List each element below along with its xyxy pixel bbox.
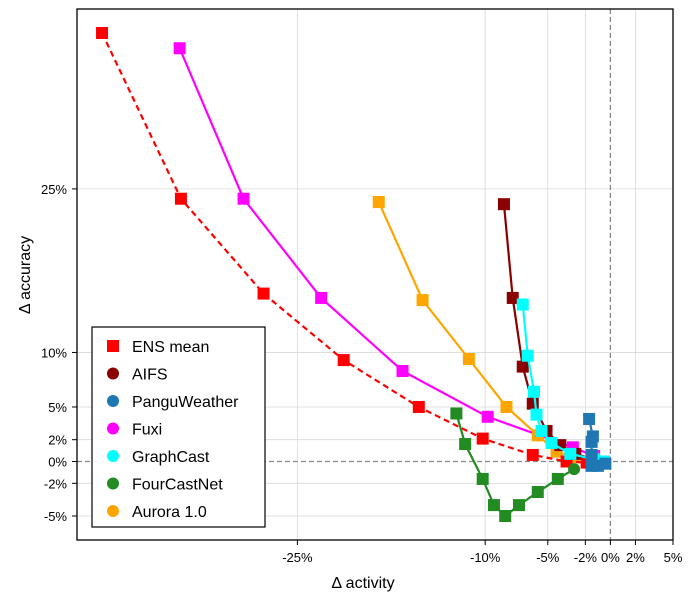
legend-marker-circle: [107, 505, 119, 517]
data-point-aifs: [516, 360, 529, 373]
series-aurora-1-0: [372, 195, 599, 468]
data-point-fuxi: [173, 42, 186, 55]
data-point-ens-mean: [412, 400, 425, 413]
data-point-fourcastnet: [499, 510, 512, 523]
data-point-fourcastnet: [531, 486, 544, 499]
data-point-ens-mean: [337, 354, 350, 367]
y-tick-label: 5%: [48, 400, 67, 415]
data-point-fourcastnet: [551, 472, 564, 485]
x-tick-label: 5%: [664, 550, 683, 565]
legend-marker-circle: [107, 477, 119, 490]
legend-label: GraphCast: [132, 449, 210, 466]
legend-marker-circle: [107, 367, 119, 380]
data-point-aurora-1-0: [372, 195, 385, 208]
data-point-fourcastnet: [487, 499, 500, 512]
data-point-fuxi: [315, 291, 328, 304]
x-tick-label: -10%: [470, 550, 501, 565]
legend-label: FourCastNet: [132, 477, 223, 494]
series-panguweather: [583, 412, 612, 472]
data-point-fuxi: [396, 364, 409, 377]
x-tick-label: -25%: [282, 550, 313, 565]
legend-label: AIFS: [132, 367, 168, 384]
data-point-panguweather: [585, 435, 598, 448]
series-layer: [96, 26, 612, 523]
y-tick-label: -2%: [44, 476, 68, 491]
data-point-graphcast: [535, 424, 548, 437]
data-point-panguweather: [585, 448, 598, 461]
legend-item-fuxi: Fuxi: [107, 422, 162, 439]
legend-item-aurora-1-0: Aurora 1.0: [107, 504, 207, 521]
data-point-fourcastnet: [568, 463, 581, 476]
legend-marker-square: [107, 340, 119, 352]
y-tick-label: -5%: [44, 509, 68, 524]
data-point-aifs: [497, 198, 510, 211]
legend-marker-circle: [107, 450, 119, 462]
plot-frame: [76, 8, 674, 541]
series-fourcastnet: [450, 407, 581, 523]
data-point-graphcast: [528, 385, 541, 398]
legend-marker-circle: [107, 422, 119, 435]
legend-item-panguweather: PanguWeather: [107, 394, 239, 411]
legend: ENS mean AIFS PanguWeather Fuxi GraphCast Fou…: [91, 326, 266, 528]
data-point-fuxi: [481, 410, 494, 423]
x-tick-label: -2%: [574, 550, 598, 565]
data-point-graphcast: [516, 298, 529, 311]
x-tick-label: 2%: [626, 550, 645, 565]
y-tick-label: 0%: [48, 454, 67, 469]
data-point-ens-mean: [174, 192, 187, 205]
data-point-aurora-1-0: [500, 400, 513, 413]
data-point-aurora-1-0: [462, 353, 475, 366]
data-point-graphcast: [530, 408, 543, 421]
legend-marker-circle: [107, 395, 119, 407]
data-point-graphcast: [545, 436, 558, 449]
x-tick-label: 0%: [601, 550, 620, 565]
legend-label: ENS mean: [132, 339, 209, 356]
legend-label: Aurora 1.0: [132, 504, 207, 521]
data-point-panguweather: [599, 457, 612, 470]
data-point-ens-mean: [526, 448, 539, 461]
data-point-fourcastnet: [450, 407, 463, 420]
legend-item-graphcast: GraphCast: [107, 449, 210, 466]
legend-box: [91, 326, 266, 528]
data-point-aifs: [526, 397, 539, 410]
data-point-graphcast: [521, 349, 534, 362]
legend-item-aifs: AIFS: [107, 367, 168, 384]
y-tick-label: 10%: [41, 345, 67, 360]
y-axis-ticks: 25% 10% 5% 2% 0% -2% -5%: [41, 182, 77, 524]
data-point-fuxi: [237, 192, 250, 205]
y-tick-label: 25%: [41, 182, 67, 197]
data-point-aifs: [506, 291, 519, 304]
data-point-fourcastnet: [476, 472, 489, 485]
x-axis-ticks: -25% -10% -5% -2% 0% 2% 5%: [282, 540, 683, 565]
y-tick-label: 2%: [48, 433, 67, 448]
series-line-ens-mean: [101, 32, 598, 464]
data-point-fourcastnet: [512, 499, 525, 512]
x-axis-title: Δ activity: [331, 575, 394, 592]
data-point-fourcastnet: [459, 438, 472, 451]
legend-item-ens-mean: ENS mean: [107, 339, 209, 356]
data-point-graphcast: [564, 447, 577, 460]
data-point-panguweather: [583, 412, 596, 425]
series-ens-mean: [96, 26, 604, 469]
data-point-ens-mean: [257, 287, 270, 300]
data-point-aurora-1-0: [416, 294, 429, 307]
data-point-ens-mean: [96, 26, 109, 39]
legend-label: PanguWeather: [132, 394, 239, 411]
x-tick-label: -5%: [536, 550, 560, 565]
data-point-ens-mean: [476, 432, 489, 445]
y-axis-title: Δ accuracy: [17, 236, 34, 314]
legend-label: Fuxi: [132, 422, 162, 439]
legend-item-fourcastnet: FourCastNet: [107, 477, 223, 494]
